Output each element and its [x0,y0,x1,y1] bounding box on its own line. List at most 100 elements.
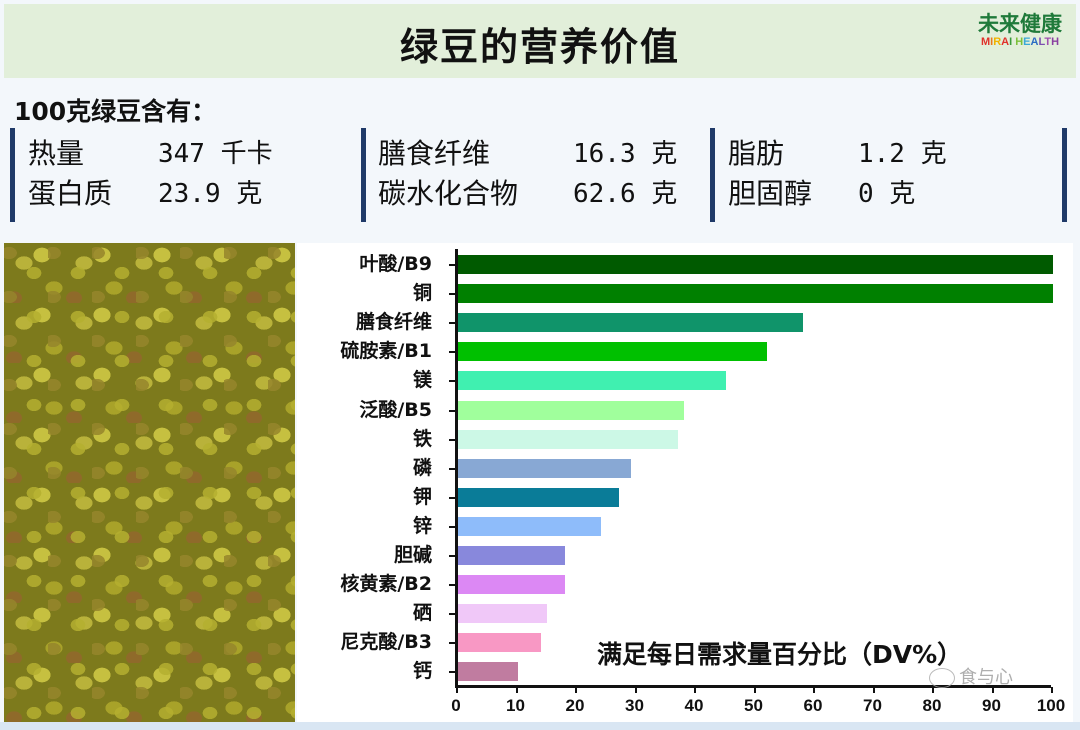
nutrient-label: 碳水化合物 [378,177,519,210]
y-tick-label: 钙 [412,660,432,683]
y-tick-label: 镁 [412,369,432,392]
nutrient-label: 脂肪 [728,137,785,170]
x-tick [932,687,934,693]
bar [458,546,566,565]
y-tick [449,380,456,383]
bar [458,400,685,420]
watermark: 食与心 [929,663,1013,689]
y-tick [449,264,456,266]
x-tick [456,687,458,693]
y-tick [449,409,456,412]
nutrient-group-1: 热量 347 千卡 蛋白质 23.9 克 [12,128,352,222]
y-tick-label: 铜 [412,282,432,305]
x-tick [634,687,637,693]
nutrient-row: 脂肪 1.2 克 [728,134,1052,174]
x-tick [515,687,518,693]
y-tick [449,322,456,325]
bar [458,342,768,362]
bar [458,516,601,536]
x-tick [575,687,577,693]
nutrient-value: 16.3 克 [573,139,678,169]
x-tick-label: 100 [1036,696,1066,715]
divider [710,128,715,222]
y-tick-label: 叶酸/B9 [359,253,432,275]
nutrient-row: 胆固醇 0 克 [728,174,1052,214]
x-tick [872,687,875,693]
x-axis-title: 满足每日需求量百分比（DV%） [597,640,963,669]
divider [10,128,15,222]
y-tick [449,496,456,499]
x-tick-label: 80 [922,696,942,715]
y-tick-label: 核黄素/B2 [340,573,432,596]
y-tick [449,584,456,587]
x-tick-label: 20 [565,696,585,715]
y-tick-label: 膳食纤维 [355,311,432,334]
y-tick-label: 胆碱 [393,544,432,566]
divider [1062,128,1067,222]
bar [458,487,619,507]
y-axis [455,249,458,687]
nutrient-value: 62.6 克 [573,179,678,209]
nutrient-label: 热量 [28,137,85,170]
bar [458,429,679,449]
summary-subtitle: 100克绿豆含有： [14,97,217,126]
chat-bubble-icon [929,668,955,688]
y-tick-label: 泛酸/B5 [359,398,432,421]
x-tick-label: 50 [744,696,763,715]
y-tick [449,467,456,470]
title-bar: 绿豆的营养价值 未来健康 MIRAI HEALTH [4,4,1076,78]
nutrient-value: 1.2 克 [858,139,947,169]
bar [458,255,1053,274]
y-tick [449,438,456,441]
bar [458,575,566,595]
x-tick-label: 70 [863,696,882,715]
nutrient-row: 碳水化合物 62.6 克 [378,174,712,214]
y-tick-label: 磷 [412,456,432,479]
logo-en-text: MIRAI HEALTH [980,36,1060,48]
y-tick-label: 铁 [412,427,432,450]
x-tick-label: 60 [803,696,823,715]
bar [458,284,1053,304]
x-tick-label: 30 [625,696,644,715]
y-tick [449,613,456,616]
x-tick [813,687,815,693]
bottom-strip [0,722,1080,730]
dv-bar-chart: 叶酸/B9 铜膳食纤维 硫胺素/B1 镁泛酸/B5 铁磷钾锌胆碱 核黄素/B2 硒尼克酸/B… [297,243,1073,722]
brand-logo: 未来健康 MIRAI HEALTH [978,12,1062,48]
bar [458,662,518,682]
nutrient-group-3: 脂肪 1.2 克 胆固醇 0 克 [712,128,1052,222]
y-tick-label: 硒 [412,602,432,625]
nutrient-value: 347 千卡 [158,139,273,169]
y-tick [449,671,456,674]
x-axis [455,685,1051,688]
nutrient-label: 膳食纤维 [378,137,491,170]
divider [361,128,366,222]
x-tick-label: 40 [684,696,704,715]
y-tick [449,555,456,557]
y-tick [449,642,456,645]
nutrient-value: 0 克 [858,179,916,209]
y-tick [449,351,456,354]
x-tick-label: 90 [982,696,1001,715]
y-tick-label: 硫胺素/B1 [340,340,432,363]
bar [458,371,726,391]
nutrient-summary: 热量 347 千卡 蛋白质 23.9 克 膳食纤维 16.3 克 碳水化合物 6… [0,128,1080,224]
y-tick-label: 锌 [412,514,432,537]
bar [458,458,631,478]
nutrient-row: 膳食纤维 16.3 克 [378,134,712,174]
nutrient-label: 蛋白质 [28,177,113,210]
bar [458,604,548,624]
nutrient-row: 蛋白质 23.9 克 [28,174,352,214]
x-tick-label: 10 [506,696,525,715]
bar [458,633,542,653]
page-title: 绿豆的营养价值 [399,25,680,69]
y-tick [449,293,456,296]
nutrient-row: 热量 347 千卡 [28,134,352,174]
mung-beans-photo [4,243,295,722]
y-tick [449,525,456,528]
y-tick-label: 钾 [412,485,432,508]
x-tick [694,687,696,693]
y-axis-labels: 叶酸/B9 铜膳食纤维 硫胺素/B1 镁泛酸/B5 铁磷钾锌胆碱 核黄素/B2 硒尼克酸/B… [297,243,440,722]
nutrient-group-2: 膳食纤维 16.3 克 碳水化合物 62.6 克 [362,128,712,222]
nutrient-label: 胆固醇 [728,177,813,210]
